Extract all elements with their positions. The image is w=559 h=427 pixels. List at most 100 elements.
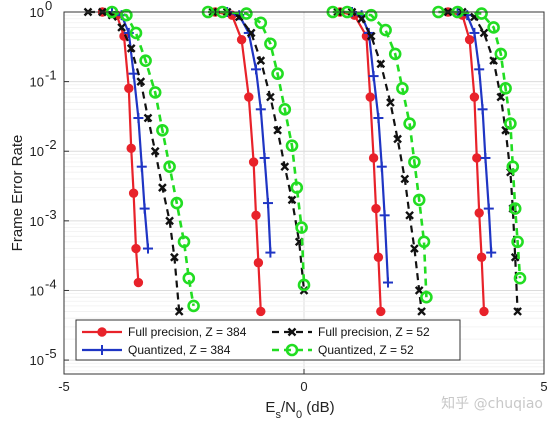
series-3-curve-1 bbox=[208, 10, 306, 285]
series-3-point bbox=[420, 290, 433, 304]
series-1-point bbox=[368, 71, 379, 82]
legend-label-1: Quantized, Z = 384 bbox=[128, 343, 231, 357]
series-1-point bbox=[255, 104, 266, 115]
series-3-point bbox=[148, 86, 162, 99]
series-1-point bbox=[486, 247, 497, 258]
y-tick-exponent-0: 0 bbox=[45, 0, 52, 13]
series-3-point bbox=[285, 139, 299, 153]
series-3-point bbox=[187, 299, 200, 313]
series-0-point bbox=[256, 306, 266, 317]
series-3-point bbox=[271, 67, 284, 80]
series-3 bbox=[105, 5, 527, 313]
series-1-point bbox=[483, 203, 494, 214]
series-layer bbox=[83, 5, 527, 317]
y-tick-label-2: 10 bbox=[30, 144, 44, 159]
series-0-point bbox=[253, 258, 264, 268]
series-1-point bbox=[263, 198, 273, 209]
y-tick-exponent-3: -3 bbox=[45, 207, 57, 222]
series-3-point bbox=[295, 221, 308, 234]
legend: Full precision, Z = 384 Quantized, Z = 38… bbox=[75, 319, 461, 361]
series-1-point bbox=[469, 27, 480, 38]
series-1-point bbox=[477, 104, 488, 115]
series-0-point bbox=[472, 153, 482, 163]
series-1-point bbox=[128, 68, 139, 79]
series-1-point bbox=[136, 161, 147, 172]
series-3-point bbox=[487, 21, 500, 34]
series-2-point bbox=[158, 183, 167, 192]
series-3-point bbox=[163, 160, 176, 173]
series-3-point bbox=[494, 47, 508, 61]
x-tick-label-2: 5 bbox=[540, 379, 547, 394]
legend-label-3: Quantized, Z = 52 bbox=[318, 343, 414, 357]
series-3-point bbox=[170, 196, 184, 210]
legend-label-2: Full precision, Z = 52 bbox=[318, 325, 430, 339]
series-0-point bbox=[251, 210, 261, 221]
series-3-point bbox=[177, 235, 191, 249]
series-0-point bbox=[476, 252, 487, 262]
series-3-point bbox=[278, 103, 292, 116]
series-0-point bbox=[124, 83, 134, 94]
grid bbox=[63, 11, 545, 374]
legend-box bbox=[75, 319, 461, 361]
series-0-point bbox=[368, 153, 379, 163]
series-0-point bbox=[244, 92, 254, 102]
series-2-point bbox=[414, 286, 424, 295]
series-2-point bbox=[357, 14, 366, 24]
series-0-point bbox=[131, 243, 141, 254]
series-2-point bbox=[117, 23, 126, 32]
series-2-point bbox=[126, 44, 136, 53]
series-0-point bbox=[365, 92, 375, 102]
series-0-point bbox=[126, 143, 136, 154]
series-3-point bbox=[379, 23, 392, 37]
series-2-point bbox=[136, 77, 146, 86]
series-1-point bbox=[379, 210, 390, 221]
series-3-point bbox=[408, 155, 421, 169]
legend-label-0: Full precision, Z = 384 bbox=[128, 325, 247, 339]
y-tick-label-4: 10 bbox=[30, 283, 44, 298]
series-3-curve-0 bbox=[111, 10, 195, 307]
series-2-point bbox=[400, 174, 410, 184]
legend-marker-2 bbox=[287, 327, 297, 337]
legend-marker-1 bbox=[97, 345, 107, 355]
series-2-point bbox=[280, 162, 290, 172]
series-2-curve-0 bbox=[88, 10, 181, 312]
series-3-point bbox=[504, 117, 517, 130]
series-0-point bbox=[236, 35, 247, 45]
series-3-point bbox=[511, 235, 524, 249]
series-3-point bbox=[182, 271, 196, 285]
series-3-point bbox=[403, 117, 416, 130]
series-3-point bbox=[506, 160, 520, 173]
series-3-point bbox=[417, 235, 431, 249]
series-1-point bbox=[376, 161, 387, 172]
series-0-point bbox=[464, 35, 475, 45]
y-tick-label-3: 10 bbox=[30, 214, 44, 229]
series-3-curve-2 bbox=[332, 10, 428, 298]
series-2-point bbox=[150, 146, 160, 156]
series-3-point bbox=[264, 37, 277, 51]
y-tick-label-0: 10 bbox=[30, 5, 44, 20]
series-0-point bbox=[376, 306, 386, 317]
legend-marker-0 bbox=[97, 327, 107, 337]
series-3-point bbox=[508, 202, 522, 215]
series-2-point bbox=[174, 307, 184, 316]
series-2-point bbox=[479, 28, 489, 38]
series-2-point bbox=[489, 56, 498, 66]
series-0-point bbox=[474, 208, 484, 218]
y-tick-exponent-4: -4 bbox=[45, 276, 57, 291]
series-2-point bbox=[165, 216, 174, 226]
series-1-point bbox=[139, 203, 150, 214]
series-2-point bbox=[246, 28, 256, 38]
y-tick-exponent-2: -2 bbox=[45, 137, 57, 152]
series-3-point bbox=[499, 82, 512, 95]
series-2-point bbox=[376, 59, 386, 69]
y-tick-exponent-1: -1 bbox=[45, 68, 57, 83]
series-2-point bbox=[143, 113, 153, 123]
series-2-point bbox=[273, 125, 282, 135]
series-2-point bbox=[266, 92, 275, 102]
series-2-point bbox=[287, 195, 297, 205]
series-3-point bbox=[290, 181, 304, 194]
series-3-point bbox=[364, 8, 378, 22]
series-1-point bbox=[265, 247, 276, 258]
series-0-point bbox=[469, 92, 480, 102]
